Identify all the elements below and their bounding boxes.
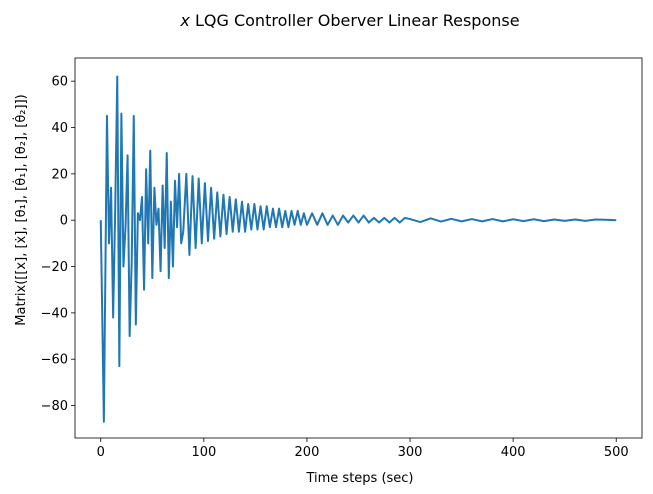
series-layer: [99, 75, 617, 423]
chart-title-variable: x: [179, 11, 190, 30]
x-tick-label: 400: [501, 445, 526, 460]
y-tick-label: −80: [41, 399, 68, 414]
chart-title: x LQG Controller Oberver Linear Response: [179, 11, 519, 30]
series-line-0: [99, 75, 617, 423]
axes-frame: [74, 57, 643, 439]
y-tick-label: 0: [60, 214, 68, 229]
chart-title-text: LQG Controller Oberver Linear Response: [190, 11, 520, 30]
y-tick-label: −40: [41, 306, 68, 321]
x-axis-label: Time steps (sec): [305, 471, 413, 486]
y-tick-label: −20: [41, 260, 68, 275]
x-tick-label: 200: [295, 445, 320, 460]
x-tick-label: 0: [97, 445, 105, 460]
y-tick-label: 60: [51, 75, 68, 90]
x-tick-label: 500: [604, 445, 629, 460]
x-axis-ticks: 0 100 200 300 400 500: [97, 438, 629, 460]
y-tick-label: −60: [41, 353, 68, 368]
y-axis-label: Matrix([[x], [ẋ], [θ₁], [θ̇₁], [θ₂], [θ̇…: [13, 94, 29, 325]
plot-area: [74, 57, 643, 439]
y-axis-ticks: −80 −60 −40 −20 0 20 40 60: [41, 75, 75, 414]
y-tick-label: 40: [51, 121, 68, 136]
y-tick-label: 20: [51, 167, 68, 182]
x-tick-label: 300: [398, 445, 423, 460]
x-tick-label: 100: [191, 445, 216, 460]
